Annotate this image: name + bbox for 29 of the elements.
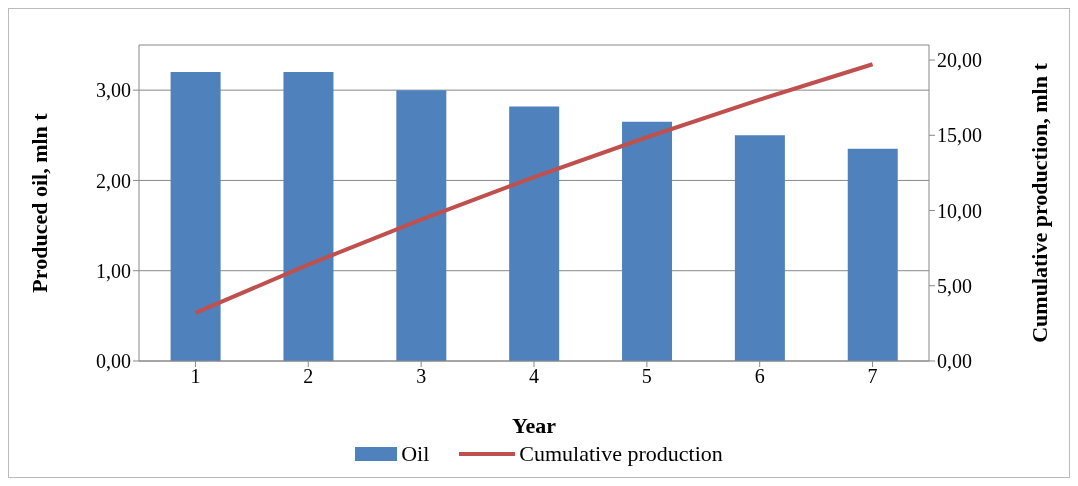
y2-tick-label: 0,00 bbox=[937, 350, 972, 373]
bar bbox=[509, 106, 560, 361]
line-series bbox=[193, 62, 875, 315]
bar bbox=[847, 148, 898, 361]
x-tick-label: 3 bbox=[416, 365, 427, 388]
y2-tick-label: 15,00 bbox=[937, 124, 982, 147]
y2-tick-label: 10,00 bbox=[937, 199, 982, 222]
legend-label: Cumulative production bbox=[519, 441, 723, 467]
y-tick-label: 3,00 bbox=[96, 79, 131, 102]
bar bbox=[170, 72, 221, 361]
bar bbox=[734, 135, 785, 361]
x-tick-label: 4 bbox=[529, 365, 539, 388]
y-tick-label: 1,00 bbox=[96, 259, 131, 282]
y2-tick-label: 5,00 bbox=[937, 274, 972, 297]
x-tick-label: 7 bbox=[867, 365, 878, 388]
x-tick-label: 1 bbox=[190, 365, 201, 388]
y-axis-title: Produced oil, mln t bbox=[26, 112, 52, 293]
y-tick-label: 2,00 bbox=[96, 169, 131, 192]
y2-axis-title: Cumulative production, mln t bbox=[1026, 62, 1052, 343]
bar bbox=[622, 121, 673, 361]
x-tick-label: 6 bbox=[754, 365, 765, 388]
x-tick-label: 2 bbox=[303, 365, 314, 388]
bar bbox=[396, 90, 447, 361]
x-axis-title: Year bbox=[512, 413, 557, 438]
y2-tick-label: 20,00 bbox=[937, 49, 982, 72]
x-tick-label: 5 bbox=[641, 365, 652, 388]
bar bbox=[283, 72, 334, 361]
legend-label: Oil bbox=[401, 441, 430, 467]
y-tick-label: 0,00 bbox=[96, 350, 131, 373]
